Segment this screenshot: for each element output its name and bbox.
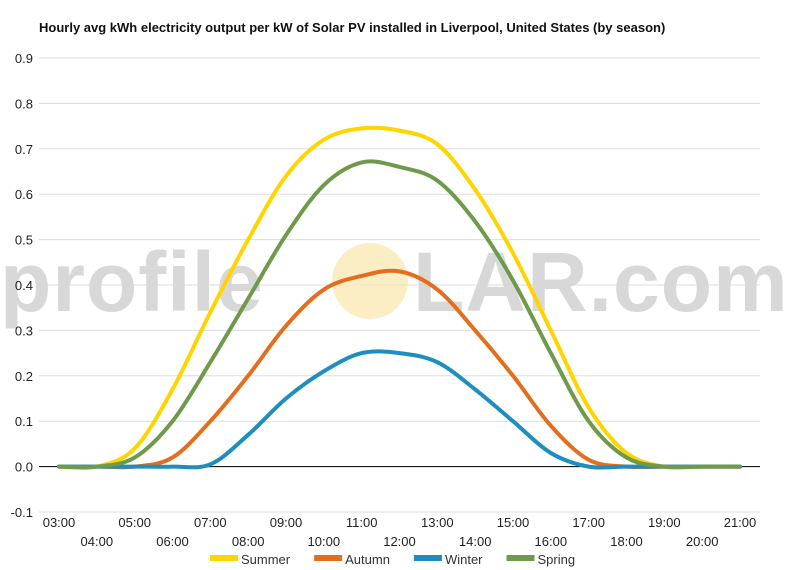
x-tick-label: 06:00 xyxy=(156,534,189,549)
legend-item-summer[interactable]: Summer xyxy=(210,552,291,567)
legend-swatch xyxy=(210,555,238,561)
x-tick-label: 19:00 xyxy=(648,515,681,530)
series-line-spring xyxy=(57,159,742,470)
legend-label: Summer xyxy=(241,552,291,567)
x-tick-label: 21:00 xyxy=(724,515,757,530)
x-tick-label: 09:00 xyxy=(270,515,303,530)
y-tick-label: 0.3 xyxy=(15,323,33,338)
x-tick-label: 13:00 xyxy=(421,515,454,530)
legend-item-winter[interactable]: Winter xyxy=(413,552,483,567)
legend: Summer Autumn Winter Spring xyxy=(210,552,575,567)
x-tick-label: 11:00 xyxy=(346,515,378,530)
y-tick-label: 0.5 xyxy=(15,233,33,248)
legend-item-autumn[interactable]: Autumn xyxy=(314,552,390,567)
x-tick-label: 03:00 xyxy=(43,515,76,530)
chart-title: Hourly avg kWh electricity output per kW… xyxy=(39,20,665,35)
sun-icon xyxy=(332,243,408,319)
y-tick-label: 0.2 xyxy=(15,369,33,384)
x-tick-label: 08:00 xyxy=(232,534,265,549)
y-tick-label: 0.9 xyxy=(15,51,33,66)
x-tick-label: 07:00 xyxy=(194,515,227,530)
y-tick-label: 0.1 xyxy=(15,414,33,429)
y-tick-label: 0.7 xyxy=(15,142,33,157)
x-tick-label: 04:00 xyxy=(81,534,114,549)
x-tick-label: 14:00 xyxy=(459,534,492,549)
series-line-summer xyxy=(57,125,742,470)
legend-item-spring[interactable]: Spring xyxy=(506,552,576,567)
x-tick-label: 17:00 xyxy=(572,515,605,530)
y-tick-label: -0.1 xyxy=(11,505,33,520)
legend-label: Autumn xyxy=(345,552,390,567)
x-axis-ticks: 03:00 04:00 05:00 06:00 07:00 08:00 09:00 10:00… xyxy=(43,515,757,549)
x-tick-label: 18:00 xyxy=(610,534,643,549)
series-lines xyxy=(57,125,742,470)
y-axis-ticks: -0.1 0.0 0.1 0.2 0.3 0.4 0.5 0.6 0.7 0.8 0.9 xyxy=(11,51,33,520)
x-tick-label: 20:00 xyxy=(686,534,719,549)
profilesolar-watermark: profile LAR.com xyxy=(0,235,789,329)
legend-swatch xyxy=(506,555,535,561)
watermark-text-left: profile xyxy=(0,235,264,329)
x-tick-label: 05:00 xyxy=(118,515,151,530)
legend-label: Winter xyxy=(445,552,483,567)
x-tick-label: 16:00 xyxy=(535,534,568,549)
legend-label: Spring xyxy=(538,552,576,567)
legend-swatch xyxy=(413,555,442,561)
watermark-text-right: LAR.com xyxy=(413,235,789,329)
y-tick-label: 0.4 xyxy=(15,278,33,293)
y-tick-label: 0.6 xyxy=(15,187,33,202)
y-tick-label: 0.8 xyxy=(15,96,33,111)
legend-swatch xyxy=(314,555,343,561)
x-tick-label: 10:00 xyxy=(308,534,341,549)
series-line-winter xyxy=(57,349,742,470)
x-tick-label: 12:00 xyxy=(383,534,416,549)
y-tick-label: 0.0 xyxy=(15,460,33,475)
x-tick-label: 15:00 xyxy=(497,515,530,530)
